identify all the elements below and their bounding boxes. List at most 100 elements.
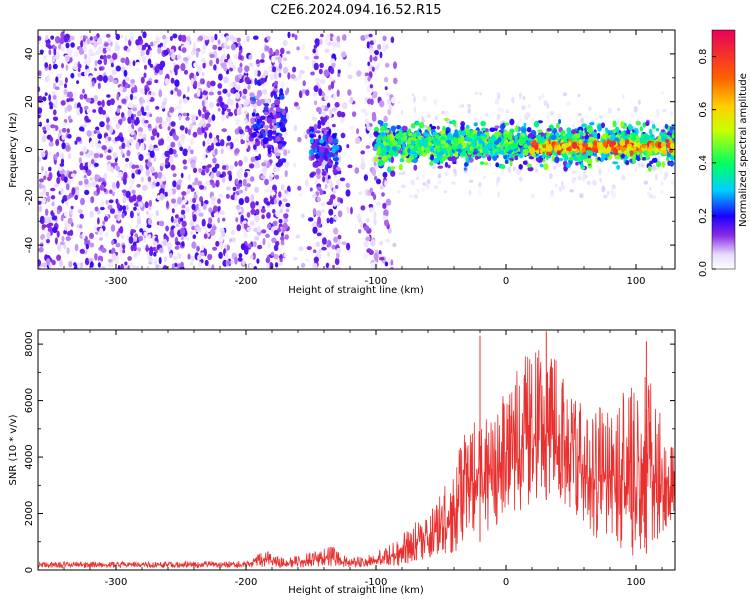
heatmap-cell bbox=[86, 108, 91, 114]
heatmap-cell bbox=[494, 98, 500, 105]
heatmap-cell bbox=[48, 166, 52, 172]
heatmap-cell bbox=[388, 149, 395, 156]
heatmap-cell bbox=[84, 264, 88, 269]
heatmap-cell bbox=[293, 257, 298, 261]
heatmap-cell bbox=[464, 162, 468, 168]
heatmap-cell bbox=[113, 162, 118, 167]
heatmap-cell bbox=[398, 172, 403, 176]
heatmap-cell bbox=[144, 231, 148, 237]
heatmap-cell bbox=[390, 36, 395, 44]
heatmap-cell bbox=[368, 33, 373, 38]
heatmap-cell bbox=[660, 129, 665, 133]
heatmap-cell bbox=[269, 112, 273, 118]
heatmap-cell bbox=[193, 62, 199, 68]
heatmap-cell bbox=[566, 101, 571, 106]
heatmap-cell bbox=[244, 65, 250, 72]
heatmap-cell bbox=[414, 194, 418, 199]
heatmap-cell bbox=[65, 236, 71, 242]
heatmap-cell bbox=[97, 133, 103, 140]
heatmap-cell bbox=[349, 125, 355, 131]
heatmap-cell bbox=[94, 162, 99, 167]
heatmap-cell bbox=[198, 212, 204, 217]
heatmap-cell bbox=[509, 128, 515, 134]
heatmap-cell bbox=[277, 143, 283, 150]
heatmap-cell bbox=[337, 69, 341, 74]
heatmap-cell bbox=[243, 110, 248, 115]
heatmap-cell bbox=[59, 163, 65, 167]
heatmap-cell bbox=[283, 149, 288, 157]
heatmap-cell bbox=[407, 148, 411, 154]
heatmap-cell bbox=[363, 225, 370, 232]
heatmap-cell bbox=[316, 196, 322, 203]
heatmap-cell bbox=[153, 251, 157, 257]
heatmap-cell bbox=[367, 126, 372, 131]
heatmap-cell bbox=[429, 160, 434, 166]
heatmap-cell bbox=[203, 126, 209, 131]
heatmap-cell bbox=[38, 182, 42, 190]
heatmap-cell bbox=[383, 122, 388, 127]
heatmap-cell bbox=[46, 258, 51, 266]
heatmap-cell bbox=[238, 189, 244, 194]
heatmap-cell bbox=[112, 79, 118, 84]
heatmap-cell bbox=[641, 163, 645, 168]
heatmap-cell bbox=[184, 236, 190, 241]
heatmap-cell bbox=[230, 43, 237, 51]
heatmap-cell bbox=[243, 232, 248, 239]
heatmap-cell bbox=[495, 182, 499, 187]
heatmap-cell bbox=[134, 233, 138, 238]
heatmap-cell bbox=[150, 91, 157, 96]
heatmap-cell bbox=[136, 217, 142, 225]
heatmap-cell bbox=[50, 35, 55, 40]
heatmap-cell bbox=[125, 204, 129, 211]
heatmap-cell bbox=[205, 180, 211, 186]
heatmap-cell bbox=[546, 151, 551, 156]
heatmap-cell bbox=[436, 153, 442, 161]
heatmap-cell bbox=[214, 163, 220, 169]
heatmap-cell bbox=[273, 229, 279, 236]
heatmap-cell bbox=[637, 141, 641, 149]
heatmap-cell bbox=[647, 165, 652, 172]
heatmap-cell bbox=[115, 122, 120, 130]
heatmap-cell bbox=[249, 220, 255, 226]
heatmap-cell bbox=[503, 133, 508, 141]
heatmap-cell bbox=[143, 64, 148, 70]
heatmap-cell bbox=[121, 189, 127, 194]
heatmap-cell bbox=[280, 47, 285, 55]
heatmap-cell bbox=[163, 238, 168, 247]
heatmap-cell bbox=[40, 197, 47, 205]
heatmap-cell bbox=[497, 191, 500, 198]
heatmap-cell bbox=[73, 262, 77, 267]
heatmap-cell bbox=[415, 121, 420, 126]
heatmap-cell bbox=[271, 237, 277, 244]
heatmap-cell bbox=[48, 101, 53, 106]
heatmap-cell bbox=[61, 235, 65, 242]
heatmap-cell bbox=[64, 83, 67, 89]
heatmap-cell bbox=[612, 120, 617, 128]
heatmap-cell bbox=[132, 95, 137, 100]
heatmap-cell bbox=[589, 122, 595, 126]
heatmap-cell bbox=[261, 120, 266, 127]
heatmap-cell bbox=[504, 146, 509, 153]
heatmap-cell bbox=[202, 226, 207, 230]
heatmap-cell bbox=[182, 98, 188, 104]
heatmap-cell bbox=[200, 200, 204, 207]
heatmap-cell bbox=[635, 121, 641, 126]
heatmap-cell bbox=[280, 117, 286, 122]
heatmap-cell bbox=[101, 145, 107, 151]
heatmap-cell bbox=[115, 33, 121, 41]
heatmap-cell bbox=[369, 40, 375, 45]
heatmap-cell bbox=[310, 71, 315, 76]
heatmap-cell bbox=[154, 259, 157, 266]
colorbar-label: Normalized spectral amplitude bbox=[738, 73, 749, 227]
heatmap-cell bbox=[208, 217, 213, 225]
heatmap-cell bbox=[426, 126, 432, 132]
heatmap-cell bbox=[444, 110, 449, 117]
heatmap-cell bbox=[133, 237, 137, 242]
heatmap-cell bbox=[145, 247, 150, 252]
heatmap-cell bbox=[496, 144, 500, 149]
heatmap-cell bbox=[315, 161, 322, 167]
heatmap-cell bbox=[596, 132, 601, 140]
heatmap-cell bbox=[598, 168, 602, 176]
heatmap-cell bbox=[375, 201, 381, 206]
heatmap-cell bbox=[528, 133, 534, 140]
